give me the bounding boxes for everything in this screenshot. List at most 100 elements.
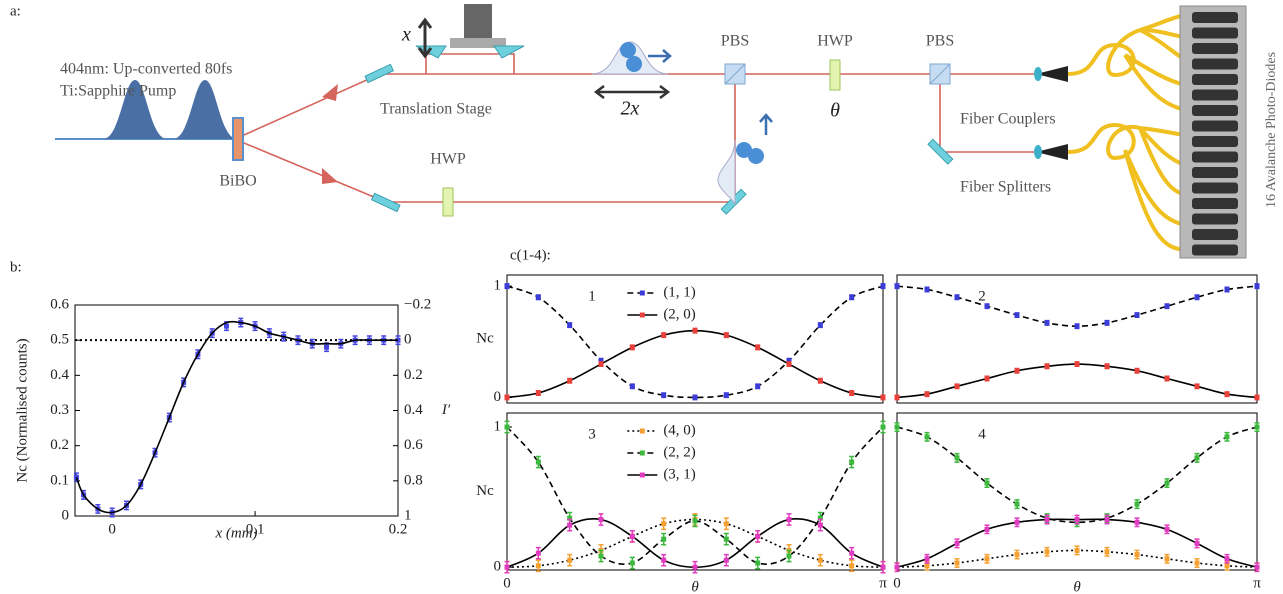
data-point (1225, 556, 1230, 561)
subplot-title: 1 (588, 288, 596, 304)
data-point (1075, 324, 1080, 329)
data-point (1105, 320, 1110, 325)
wavepacket (718, 140, 735, 205)
y-tick-label: 0 (62, 507, 70, 523)
data-point (955, 455, 960, 460)
data-point (1135, 552, 1140, 557)
crystal (233, 118, 243, 160)
arrow (596, 86, 668, 98)
detector (1192, 59, 1238, 70)
fiber (1068, 125, 1185, 250)
data-point (693, 328, 698, 333)
detector (1192, 105, 1238, 116)
data-point (1075, 362, 1080, 367)
data-point (567, 323, 572, 328)
detector (1192, 183, 1238, 194)
data-point (1225, 392, 1230, 397)
x-tick-label: 0 (108, 521, 116, 537)
data-point (818, 323, 823, 328)
data-point (818, 523, 823, 528)
y2-tick-label: 0.2 (404, 367, 423, 383)
data-point (1045, 320, 1050, 325)
label: PBS (721, 33, 749, 50)
coupler (1034, 67, 1042, 81)
data-point (849, 295, 854, 300)
data-point (985, 304, 990, 309)
data-point (505, 565, 510, 570)
label: Translation Stage (380, 101, 492, 118)
x-tick-label: 0.2 (389, 521, 408, 537)
data-point (1105, 517, 1110, 522)
legend-swatch (640, 429, 645, 434)
stage (464, 4, 492, 42)
label: HWP (430, 151, 466, 168)
data-point (955, 560, 960, 565)
label: θ (830, 100, 840, 122)
data-point (1015, 368, 1020, 373)
label: Fiber Splitters (960, 179, 1051, 196)
label: HWP (817, 33, 853, 50)
data-point (895, 565, 900, 570)
y2-tick-label: 0.4 (404, 402, 423, 418)
coupler (1034, 145, 1042, 159)
detector (1192, 90, 1238, 101)
data-point (755, 534, 760, 539)
data-point (536, 551, 541, 556)
data-point (895, 395, 900, 400)
detector (1192, 214, 1238, 225)
data-point (567, 523, 572, 528)
subplot-title: 3 (588, 426, 596, 442)
pulse (173, 80, 237, 139)
data-point (849, 390, 854, 395)
panel-label: c(1-4): (510, 247, 551, 263)
y-tick-label: 0 (494, 389, 502, 405)
data-point (1075, 548, 1080, 553)
data-point (895, 425, 900, 430)
data-point (1015, 520, 1020, 525)
waveplate (443, 188, 453, 216)
data-point (818, 558, 823, 563)
data-point (955, 541, 960, 546)
subplot-title: 4 (978, 426, 986, 442)
x-tick-label: π (1253, 575, 1261, 591)
data-point (1045, 549, 1050, 554)
data-point (1225, 434, 1230, 439)
data-point (1195, 295, 1200, 300)
data-point (324, 345, 329, 350)
detector (1192, 43, 1238, 54)
data-point (1255, 284, 1260, 289)
data-point (661, 333, 666, 338)
setup-diagram: 404nm: Up-converted 80fs Ti:Sapphire Pum… (55, 4, 1279, 258)
fit-line (897, 364, 1257, 397)
y2-tick-label: 1 (404, 507, 412, 523)
detector (1192, 28, 1238, 39)
y-tick-label: 0.6 (50, 296, 69, 312)
data-point (630, 534, 635, 539)
data-point (1255, 425, 1260, 430)
data-point (599, 553, 604, 558)
data-point (849, 551, 854, 556)
data-point (787, 553, 792, 558)
y2-tick-label: −0.2 (404, 296, 431, 312)
data-point (895, 284, 900, 289)
data-point (818, 378, 823, 383)
data-point (755, 384, 760, 389)
data-point (925, 287, 930, 292)
data-point (505, 395, 510, 400)
plot-frame (75, 305, 398, 516)
data-point (1105, 549, 1110, 554)
fit-line (897, 427, 1257, 522)
data-point (1255, 395, 1260, 400)
data-point (755, 560, 760, 565)
data-point (881, 284, 886, 289)
data-point (505, 425, 510, 430)
data-point (1045, 517, 1050, 522)
photon (748, 148, 764, 164)
data-point (787, 362, 792, 367)
y-tick-label: 1 (494, 418, 502, 434)
data-point (693, 518, 698, 523)
data-point (567, 378, 572, 383)
detector (1192, 245, 1238, 256)
data-point (724, 537, 729, 542)
data-point (224, 324, 229, 329)
